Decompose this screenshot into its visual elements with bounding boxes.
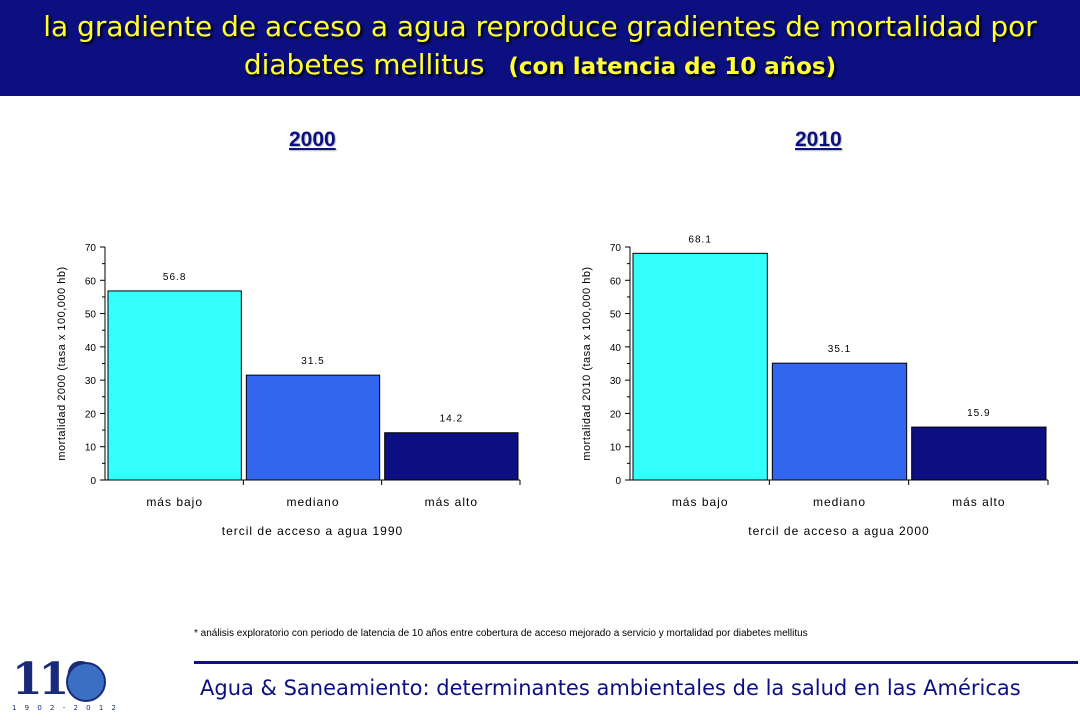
y-tick-label: 20 [85, 409, 97, 420]
title-subtitle: (con latencia de 10 años) [508, 54, 837, 80]
bar-2 [771, 362, 908, 481]
title-line-2: diabetes mellitus (con latencia de 10 año… [0, 46, 1080, 86]
bar-1 [107, 290, 242, 481]
x-tick-label: mediano [286, 495, 339, 509]
title-line-1: la gradiente de acceso a agua reproduce … [43, 10, 1037, 43]
y-tick-label: 50 [610, 310, 622, 321]
data-label: 14.2 [440, 414, 463, 425]
y-tick-label: 70 [610, 243, 622, 254]
data-label: 56.8 [163, 272, 186, 283]
chart-title-2000: 2000 [289, 128, 336, 151]
chart-title-2010: 2010 [795, 128, 842, 151]
x-axis-title: tercil de acceso a agua 2000 [748, 524, 929, 538]
y-tick-label: 30 [85, 376, 97, 387]
x-axis-title: tercil de acceso a agua 1990 [222, 524, 403, 538]
logo-years: 1 9 0 2 - 2 0 1 2 [12, 704, 119, 712]
bar-3 [384, 432, 519, 481]
y-axis-title: mortalidad 2010 (tasa x 100,000 hb) [581, 266, 593, 460]
data-label: 31.5 [301, 356, 324, 367]
data-label: 68.1 [688, 234, 711, 245]
title-banner: la gradiente de acceso a agua reproduce … [0, 0, 1080, 96]
x-tick-label: más bajo [146, 495, 203, 509]
footer-divider [194, 661, 1078, 664]
y-tick-label: 60 [85, 276, 97, 287]
data-label: 15.9 [967, 408, 990, 419]
footer-text: Agua & Saneamiento: determinantes ambien… [200, 676, 1021, 700]
y-tick-label: 0 [90, 476, 96, 487]
bar-3 [911, 426, 1047, 481]
y-tick-label: 50 [85, 310, 97, 321]
y-tick-label: 30 [610, 376, 622, 387]
y-tick-label: 20 [610, 409, 622, 420]
footnote: * análisis exploratorio con periodo de l… [194, 628, 808, 639]
y-tick-label: 70 [85, 243, 97, 254]
x-tick-label: más alto [425, 495, 478, 509]
y-tick-label: 40 [610, 343, 622, 354]
y-tick-label: 40 [85, 343, 97, 354]
page-title: la gradiente de acceso a agua reproduce … [0, 8, 1080, 86]
bar-1 [632, 252, 768, 481]
bar-2 [245, 374, 381, 481]
globe-icon [66, 662, 106, 702]
y-axis-title: mortalidad 2000 (tasa x 100,000 hb) [56, 266, 68, 460]
y-tick-label: 10 [85, 443, 97, 454]
x-tick-label: más alto [952, 495, 1005, 509]
y-tick-label: 0 [615, 476, 621, 487]
data-label: 35.1 [828, 344, 851, 355]
x-tick-label: más bajo [672, 495, 729, 509]
x-tick-label: mediano [813, 495, 866, 509]
paho-110-logo: 110 1 9 0 2 - 2 0 1 2 [10, 654, 116, 718]
y-tick-label: 60 [610, 276, 622, 287]
title-line-2-text: diabetes mellitus [243, 48, 485, 81]
y-tick-label: 10 [610, 443, 622, 454]
